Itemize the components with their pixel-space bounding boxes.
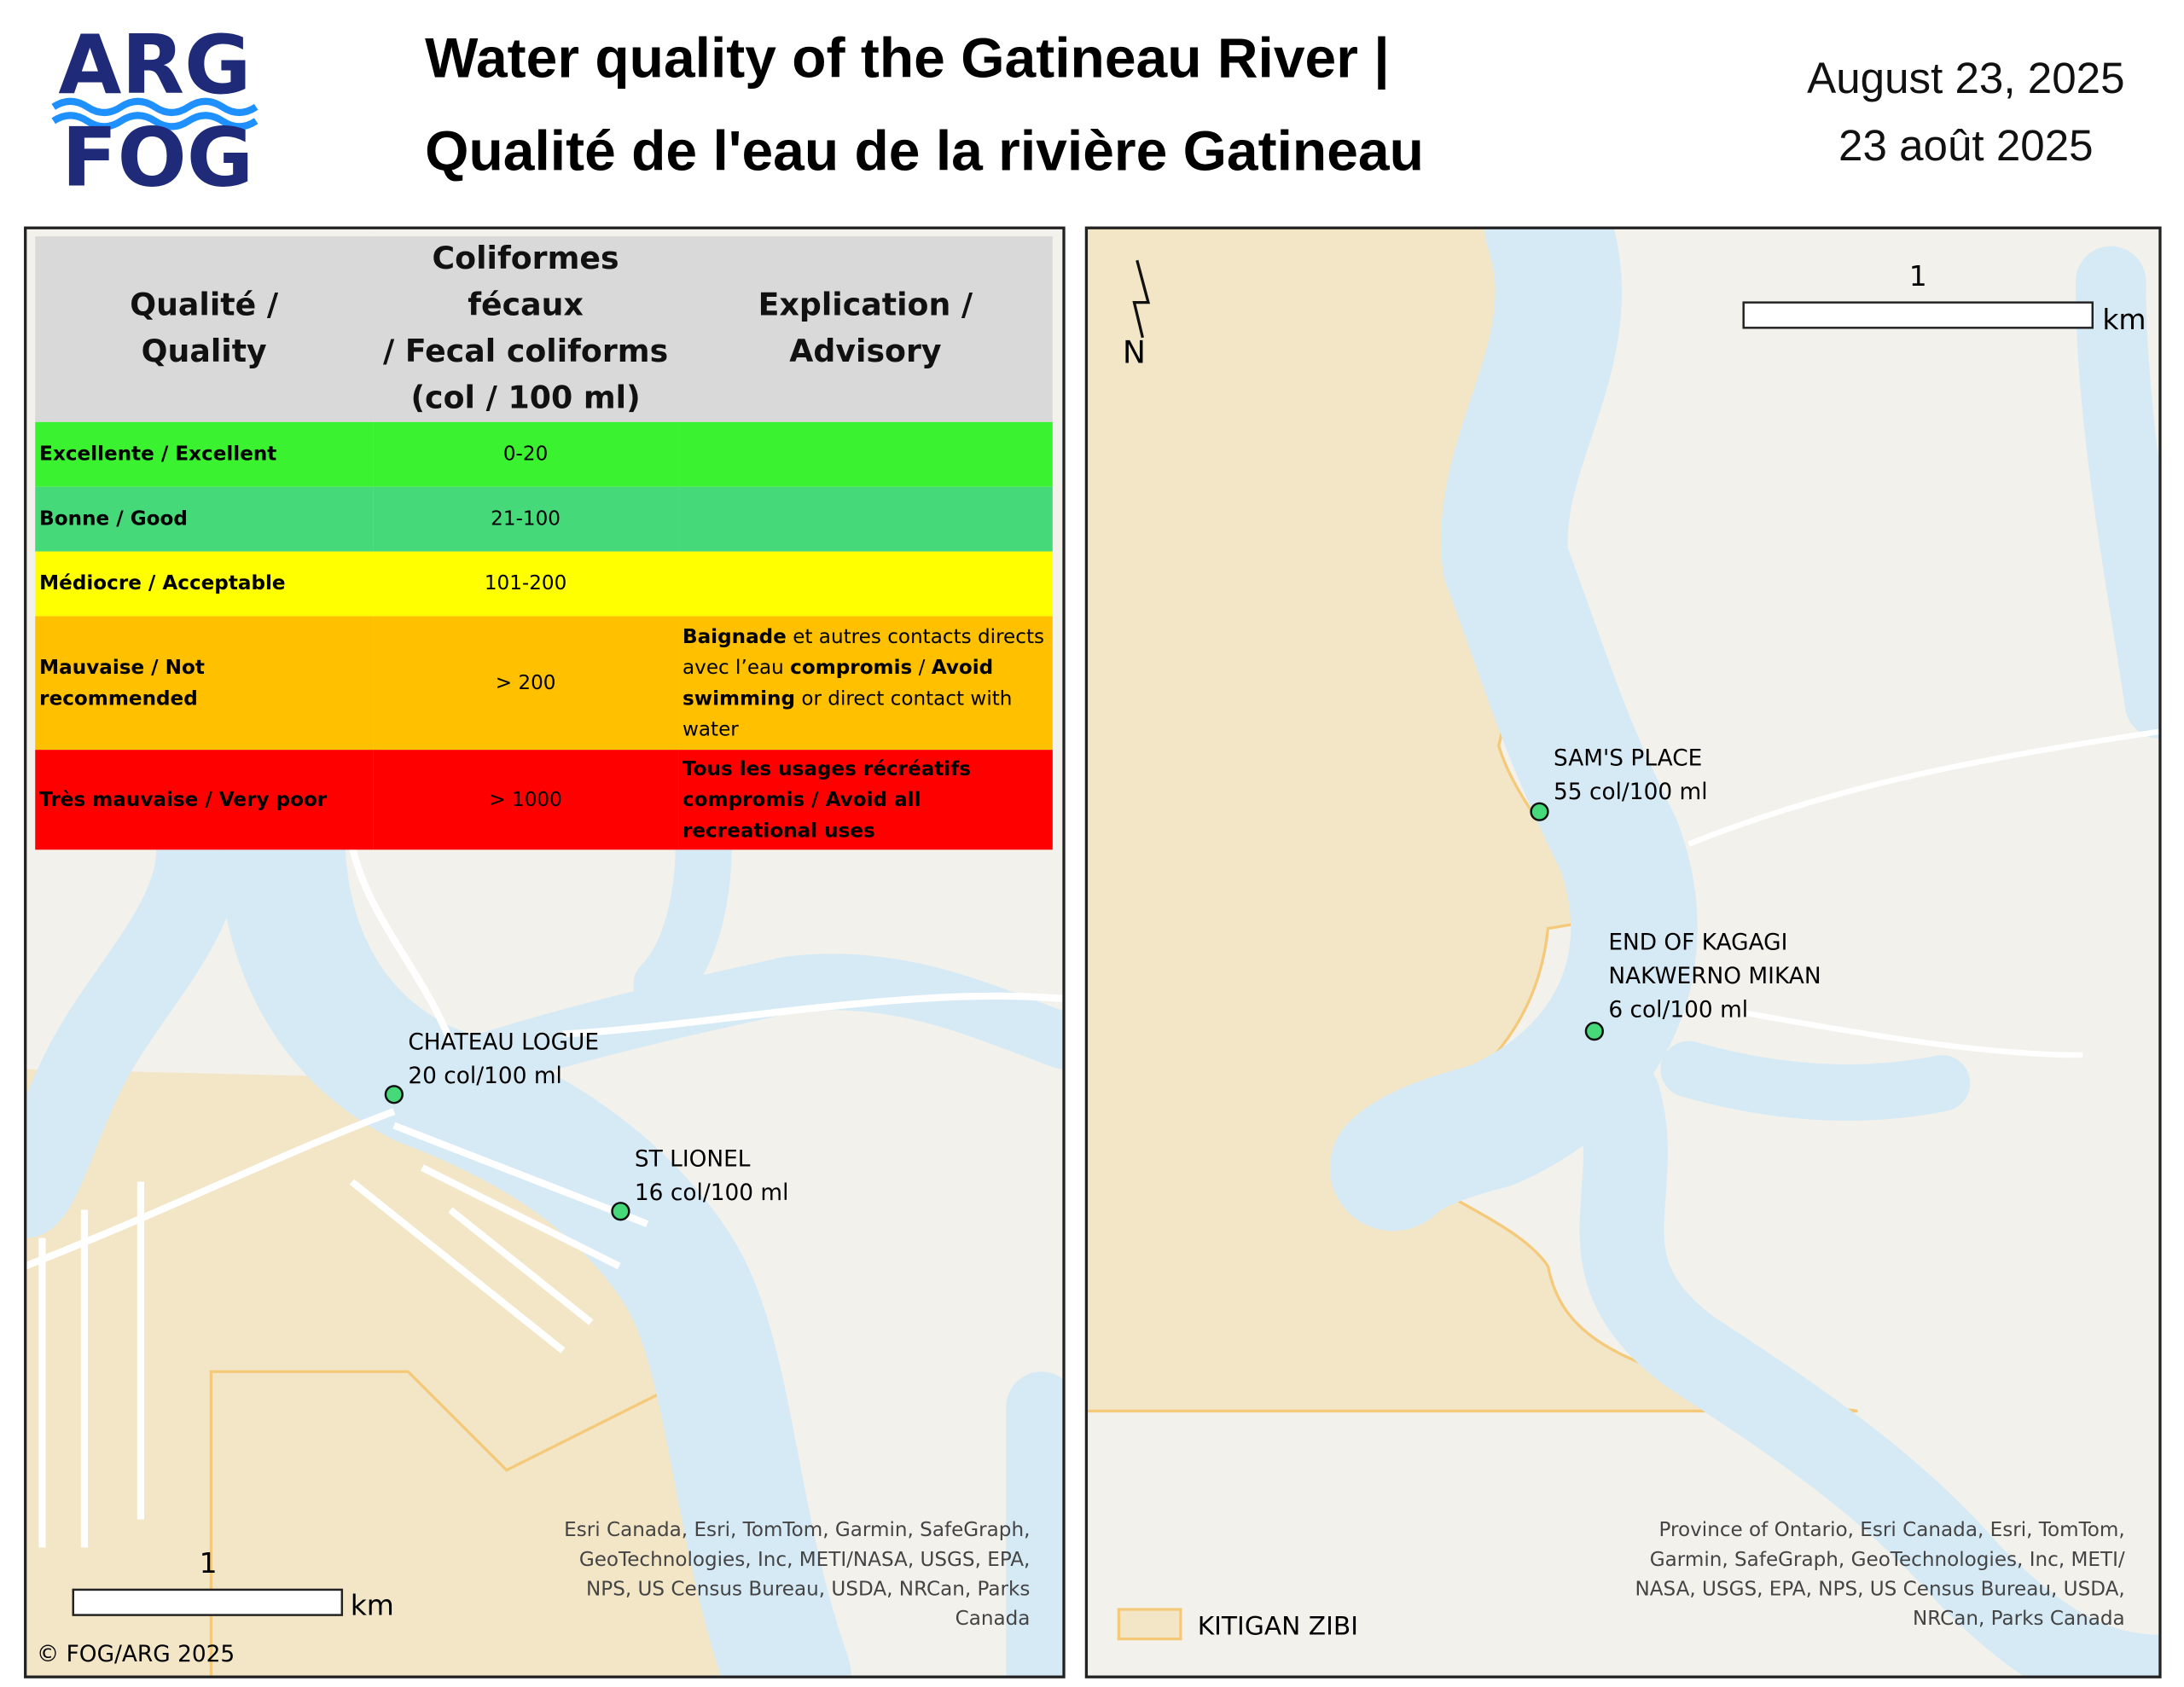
table-row: Bonne / Good 21-100 [35, 486, 1053, 552]
advisory [678, 552, 1053, 617]
legend-table: Qualité / Quality Coliformes fécaux / Fecal… [35, 236, 1053, 850]
site-name: END OF KAGAGI [1608, 930, 1787, 955]
table-row: Médiocre / Acceptable 101-200 [35, 551, 1053, 617]
advisory-text: et autres contacts directs avec l’eau [682, 625, 1045, 679]
table-row: Mauvaise / Not recommended > 200 Baignade … [35, 616, 1053, 751]
header-line: Quality [141, 334, 267, 370]
header-line: Advisory [789, 334, 942, 370]
attribution: NPS, US Census Bureau, USDA, NRCan, Park… [586, 1579, 1030, 1601]
right-frame [1084, 226, 2162, 1678]
advisory [678, 422, 1053, 487]
date: August 23, 2025 [1807, 53, 2125, 103]
scale-bar [72, 1588, 344, 1616]
scale-unit: km [351, 1589, 394, 1622]
north-label: N [1123, 334, 1146, 371]
range: > 1000 [489, 788, 562, 811]
date: 23 août 2025 [1838, 120, 2094, 171]
header-line: (col / 100 ml) [410, 381, 641, 417]
header-line: Explication / [758, 288, 973, 324]
copyright: © FOG/ARG 2025 [37, 1642, 235, 1667]
quality: Excellente / Excellent [39, 443, 277, 466]
attribution: NASA, USGS, EPA, NPS, US Census Bureau, … [1635, 1579, 2124, 1601]
range: > 200 [495, 671, 556, 695]
site-marker [1530, 802, 1549, 821]
advisory: Tous les usages récréatifs compromis / A… [678, 750, 1053, 849]
quality: Médiocre / Acceptable [39, 572, 286, 595]
legend-swatch [1117, 1608, 1182, 1641]
range: 101-200 [484, 572, 567, 595]
left-map [25, 228, 1065, 1678]
site-marker [384, 1085, 404, 1104]
legend-label: KITIGAN ZIBI [1198, 1612, 1358, 1642]
column-header: Explication / Advisory [678, 236, 1053, 422]
site-name: ST LIONEL [635, 1146, 751, 1172]
site-name: NAKWERNO MIKAN [1608, 964, 1821, 989]
logo-bottom: FOG [61, 110, 253, 206]
title: Qualité de l'eau de la rivière Gatineau [425, 120, 1424, 183]
attribution: GeoTechnologies, Inc, METI/NASA, USGS, E… [579, 1549, 1031, 1571]
advisory-text: / [912, 656, 932, 679]
site-result: 20 col/100 ml [408, 1064, 562, 1089]
header-line: / Fecal coliforms [382, 334, 669, 370]
left-frame [24, 226, 1066, 1678]
logo-top: ARG [58, 17, 251, 113]
title: Water quality of the Gatineau River | [425, 27, 1390, 90]
right-map [1086, 228, 2160, 1678]
scale-bar [1742, 301, 2094, 329]
column-header: Qualité / Quality [35, 236, 374, 422]
table-row: Excellente / Excellent 0-20 [35, 421, 1053, 487]
attribution: Garmin, SafeGraph, GeoTechnologies, Inc,… [1650, 1549, 2125, 1571]
attribution: Province of Ontario, Esri Canada, Esri, … [1659, 1519, 2125, 1541]
site-marker [611, 1202, 630, 1221]
advisory-text: Tous les usages récréatifs compromis / A… [682, 757, 972, 843]
table-row: Très mauvaise / Very poor > 1000 Tous les … [35, 750, 1053, 850]
site-result: 55 col/100 ml [1554, 780, 1708, 805]
advisory [678, 487, 1053, 552]
advisory-text: or direct contact with water [682, 687, 1013, 741]
range: 0-20 [502, 443, 549, 466]
quality: Mauvaise / Not recommended [39, 656, 205, 710]
site-name: CHATEAU LOGUE [408, 1030, 599, 1056]
scale-unit: km [2102, 303, 2146, 336]
attribution: Esri Canada, Esri, TomTom, Garmin, SafeG… [564, 1519, 1030, 1541]
quality: Très mauvaise / Very poor [39, 788, 328, 811]
advisory: Baignade et autres contacts directs avec… [678, 616, 1053, 750]
site-name: SAM'S PLACE [1554, 745, 1702, 771]
advisory-text: compromis [790, 656, 913, 679]
site-marker [1584, 1021, 1604, 1041]
attribution: Canada [956, 1608, 1031, 1630]
header-line: Qualité / [130, 288, 279, 324]
advisory-text: Baignade [682, 625, 787, 648]
north-arrow [1132, 259, 1151, 339]
logo-wave [51, 112, 258, 130]
site-result: 6 col/100 ml [1608, 998, 1748, 1023]
site-result: 16 col/100 ml [635, 1180, 789, 1206]
attribution: NRCan, Parks Canada [1913, 1608, 2125, 1630]
column-header: Coliformes fécaux / Fecal coliforms (col /… [373, 236, 679, 422]
scale-value: 1 [1909, 259, 1927, 293]
header-line: Coliformes fécaux [432, 241, 619, 324]
quality: Bonne / Good [39, 507, 188, 530]
scale-value: 1 [200, 1546, 218, 1580]
logo-wave [51, 97, 258, 117]
advisory-text: Avoid swimming [682, 656, 994, 710]
range: 21-100 [491, 507, 561, 530]
